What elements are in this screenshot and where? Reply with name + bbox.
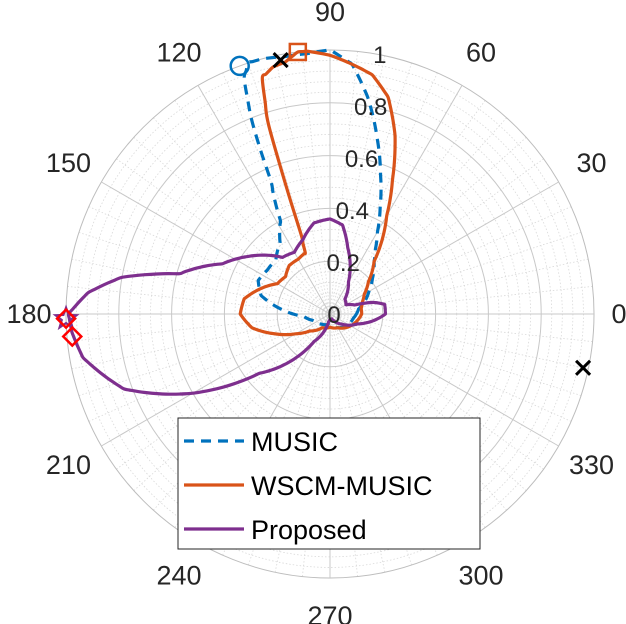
legend: MUSIC WSCM-MUSIC Proposed (177, 417, 481, 550)
x-marker (272, 51, 289, 69)
angle-tick-label: 120 (156, 37, 201, 67)
diamond-marker (61, 325, 84, 348)
angle-tick-label: 90 (315, 0, 345, 27)
grid-major-spoke (329, 85, 463, 315)
grid-minor-spoke (78, 232, 331, 315)
radial-tick-label: 0.8 (354, 94, 387, 121)
grid-minor-spoke (67, 313, 331, 342)
angle-tick-label: 0 (611, 299, 626, 329)
angle-tick-label: 270 (307, 601, 352, 624)
diamond-marker (55, 307, 77, 330)
grid-minor-spoke (153, 117, 331, 315)
legend-items: MUSIC WSCM-MUSIC Proposed (184, 427, 432, 545)
square-marker (288, 42, 308, 62)
grid-minor-spoke (248, 62, 331, 315)
grid-minor-spoke (329, 313, 582, 396)
radial-tick-label: 0.4 (336, 198, 369, 225)
radial-tick-label: 0 (327, 302, 340, 329)
radial-tick-label: 0.2 (326, 250, 359, 277)
grid-minor-spoke (329, 313, 572, 422)
legend-label: Proposed (251, 515, 367, 545)
grid-minor-spoke (88, 313, 331, 422)
x-marker (575, 359, 592, 376)
circle-marker (229, 55, 250, 77)
radial-tick-label: 0.6 (345, 146, 378, 173)
grid-minor-spoke (329, 158, 544, 315)
grid-minor-spoke (116, 158, 331, 315)
legend-item-wscm-music: WSCM-MUSIC (184, 471, 432, 501)
series-wscm-music (238, 49, 397, 337)
grid-minor-spoke (222, 72, 331, 315)
angle-tick-label: 300 (458, 561, 503, 591)
grid-minor-spoke (174, 100, 331, 315)
grid-major-spoke (197, 85, 331, 315)
legend-item-music: MUSIC (184, 427, 338, 457)
legend-item-proposed: Proposed (184, 515, 367, 545)
grid-minor-spoke (67, 286, 331, 315)
grid-major-spoke (101, 313, 331, 447)
angle-tick-label: 330 (569, 450, 614, 480)
angle-tick-label: 240 (156, 561, 201, 591)
grid-minor-spoke (329, 313, 593, 342)
angle-tick-labels: 0 30 60 90 120 150 180 210 240 270 300 330 (6, 0, 626, 624)
marker-layer (52, 42, 592, 376)
angle-tick-label: 180 (6, 299, 51, 329)
grid-major-spoke (101, 181, 331, 315)
legend-label: WSCM-MUSIC (251, 471, 432, 501)
radial-tick-labels: 0 0.2 0.4 0.6 0.8 1 (326, 42, 387, 329)
angle-tick-label: 60 (466, 37, 496, 67)
angle-tick-label: 210 (46, 450, 91, 480)
angle-tick-label: 30 (577, 148, 607, 178)
legend-label: MUSIC (251, 427, 338, 457)
grid-major-spoke (329, 313, 559, 447)
radial-tick-label: 1 (373, 42, 386, 69)
grid-minor-spoke (329, 286, 593, 315)
star-marker (52, 304, 80, 331)
angle-tick-label: 150 (46, 148, 91, 178)
